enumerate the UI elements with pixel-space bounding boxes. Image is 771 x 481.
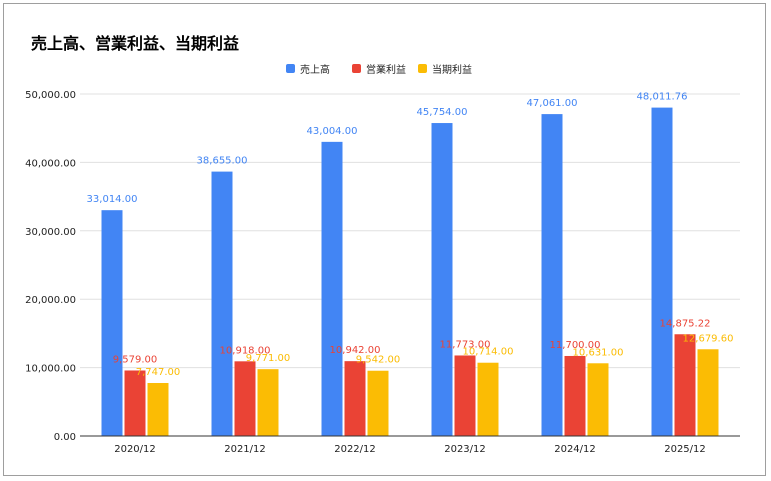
y-tick-label: 30,000.00 (25, 227, 76, 238)
data-label: 10,631.00 (573, 347, 624, 358)
bar (541, 114, 563, 437)
y-tick-label: 40,000.00 (25, 158, 76, 169)
data-label: 47,061.00 (527, 98, 578, 109)
data-label: 11,773.00 (440, 339, 491, 350)
bar (124, 370, 146, 436)
bar (321, 141, 343, 436)
data-label: 10,918.00 (220, 345, 271, 356)
legend-label: 当期利益 (432, 63, 472, 76)
bar (651, 107, 673, 437)
x-tick-label: 2024/12 (554, 444, 596, 455)
data-label: 48,011.76 (637, 92, 688, 103)
bar (367, 370, 389, 436)
x-tick-label: 2021/12 (224, 444, 266, 455)
data-label: 10,942.00 (330, 345, 381, 356)
data-label: 9,542.00 (356, 355, 401, 366)
data-label: 7,747.00 (136, 367, 181, 378)
legend-swatch (286, 64, 295, 73)
y-tick-label: 50,000.00 (25, 90, 76, 101)
bar (564, 355, 586, 436)
y-tick-label: 10,000.00 (25, 364, 76, 375)
bar (674, 334, 696, 436)
x-tick-label: 2023/12 (444, 444, 486, 455)
data-label: 10,714.00 (463, 347, 514, 358)
data-label: 45,754.00 (417, 107, 468, 118)
bar (454, 355, 476, 436)
legend-label: 営業利益 (366, 63, 406, 76)
bar (257, 369, 279, 436)
bar (211, 171, 233, 436)
bar (477, 362, 499, 436)
x-tick-label: 2025/12 (664, 444, 706, 455)
bar (344, 361, 366, 436)
x-tick-label: 2022/12 (334, 444, 376, 455)
legend-label: 売上高 (300, 63, 330, 76)
data-label: 33,014.00 (87, 194, 138, 205)
data-label: 43,004.00 (307, 126, 358, 137)
bar (431, 123, 453, 437)
data-label: 11,700.00 (550, 340, 601, 351)
bar (101, 210, 123, 436)
data-label: 38,655.00 (197, 156, 248, 167)
bar (697, 349, 719, 436)
chart-title: 売上高、営業利益、当期利益 (31, 34, 240, 53)
bar (147, 383, 169, 436)
bar (234, 361, 256, 436)
x-tick-label: 2020/12 (114, 444, 156, 455)
legend-swatch (352, 64, 361, 73)
y-tick-label: 20,000.00 (25, 295, 76, 306)
data-label: 14,875.22 (660, 318, 711, 329)
y-tick-label: 0.00 (54, 432, 76, 443)
data-label: 9,771.00 (246, 353, 291, 364)
bar (587, 363, 609, 436)
legend-swatch (418, 64, 427, 73)
data-label: 9,579.00 (113, 354, 158, 365)
data-label: 12,679.60 (683, 333, 734, 344)
